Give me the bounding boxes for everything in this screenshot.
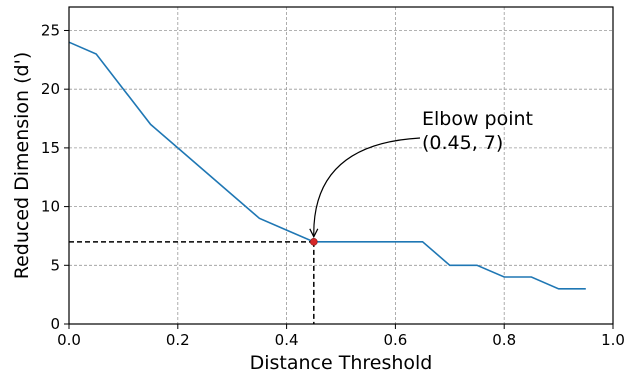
- x-axis-label: Distance Threshold: [250, 352, 433, 374]
- y-tick-label: 5: [50, 256, 60, 274]
- x-tick-label: 0.4: [275, 331, 299, 349]
- series-line: [68, 41, 586, 290]
- annotation-arrow: [313, 137, 421, 237]
- y-tick-label: 0: [50, 315, 60, 333]
- elbow-guide-lines: [69, 241, 315, 324]
- tick-group: 0.0 0.2 0.4 0.6 0.8 1.0 0 5 10 15 20 25: [41, 21, 625, 349]
- y-tick-label: 15: [41, 139, 60, 157]
- annotation-label-coords: (0.45, 7): [422, 132, 503, 154]
- elbow-point-marker: [309, 238, 318, 246]
- annotation-label-title: Elbow point: [422, 108, 533, 130]
- y-tick-label: 25: [41, 21, 60, 39]
- x-tick-label: 0.8: [492, 331, 516, 349]
- series-group: [68, 41, 586, 290]
- y-axis-label: Reduced Dimension (d'): [11, 52, 33, 280]
- annotation-arrowhead: [309, 228, 319, 239]
- x-tick-label: 1.0: [601, 331, 625, 349]
- y-tick-label: 10: [41, 198, 60, 216]
- plot-frame: [68, 6, 614, 325]
- y-tick-label: 20: [41, 80, 60, 98]
- x-tick-label: 0.6: [383, 331, 407, 349]
- x-tick-label: 0.0: [57, 331, 81, 349]
- x-tick-label: 0.2: [166, 331, 190, 349]
